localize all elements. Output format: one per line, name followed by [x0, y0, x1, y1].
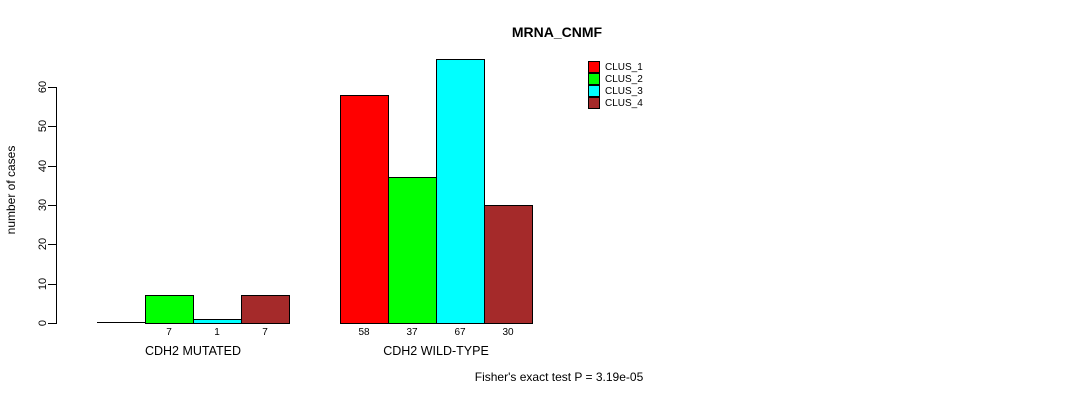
bar-clus_3-wildtype — [436, 59, 485, 324]
legend-item-clus_1: CLUS_1 — [588, 61, 643, 73]
bar-clus_2-mutated — [145, 295, 194, 324]
bar-value-label: 1 — [214, 327, 220, 338]
y-tick-label: 50 — [37, 119, 49, 133]
bar-clus_1-wildtype — [340, 95, 389, 324]
legend-swatch-clus_3 — [588, 85, 600, 97]
fisher-test-annotation: Fisher's exact test P = 3.19e-05 — [474, 370, 644, 384]
legend-item-clus_4: CLUS_4 — [588, 97, 643, 109]
chart-title: MRNA_CNMF — [511, 24, 603, 40]
y-tick-label: 30 — [37, 198, 49, 212]
legend-swatch-clus_4 — [588, 97, 600, 109]
y-tick-mark — [48, 284, 56, 285]
bar-value-label: 58 — [358, 327, 370, 338]
bar-value-label: 7 — [166, 327, 172, 338]
y-tick-mark — [48, 323, 56, 324]
bar-clus_3-mutated — [193, 319, 242, 324]
y-axis-line — [56, 87, 57, 324]
bar-value-label: 30 — [502, 327, 514, 338]
bar-clus_1-zero — [97, 322, 146, 323]
legend-swatch-clus_2 — [588, 73, 600, 85]
y-tick-mark — [48, 205, 56, 206]
legend-label: CLUS_3 — [605, 85, 643, 97]
y-tick-label: 60 — [37, 80, 49, 94]
y-tick-label: 40 — [37, 159, 49, 173]
bar-value-label: 7 — [262, 327, 268, 338]
y-tick-label: 10 — [37, 277, 49, 291]
group-label-wildtype: CDH2 WILD-TYPE — [383, 344, 489, 358]
legend-label: CLUS_4 — [605, 97, 643, 109]
bar-clus_2-wildtype — [388, 177, 437, 324]
y-tick-label: 20 — [37, 237, 49, 251]
legend-label: CLUS_2 — [605, 73, 643, 85]
y-tick-mark — [48, 126, 56, 127]
legend-item-clus_3: CLUS_3 — [588, 85, 643, 97]
bar-clus_4-mutated — [241, 295, 290, 324]
legend-swatch-clus_1 — [588, 61, 600, 73]
bar-value-label: 37 — [406, 327, 418, 338]
y-tick-mark — [48, 87, 56, 88]
legend-label: CLUS_1 — [605, 61, 643, 73]
bar-value-label: 67 — [454, 327, 466, 338]
y-tick-label: 0 — [37, 319, 49, 327]
y-tick-mark — [48, 244, 56, 245]
legend: CLUS_1 CLUS_2 CLUS_3 CLUS_4 — [588, 61, 643, 109]
bar-clus_4-wildtype — [484, 205, 533, 324]
group-label-mutated: CDH2 MUTATED — [144, 344, 242, 358]
legend-item-clus_2: CLUS_2 — [588, 73, 643, 85]
y-tick-mark — [48, 166, 56, 167]
